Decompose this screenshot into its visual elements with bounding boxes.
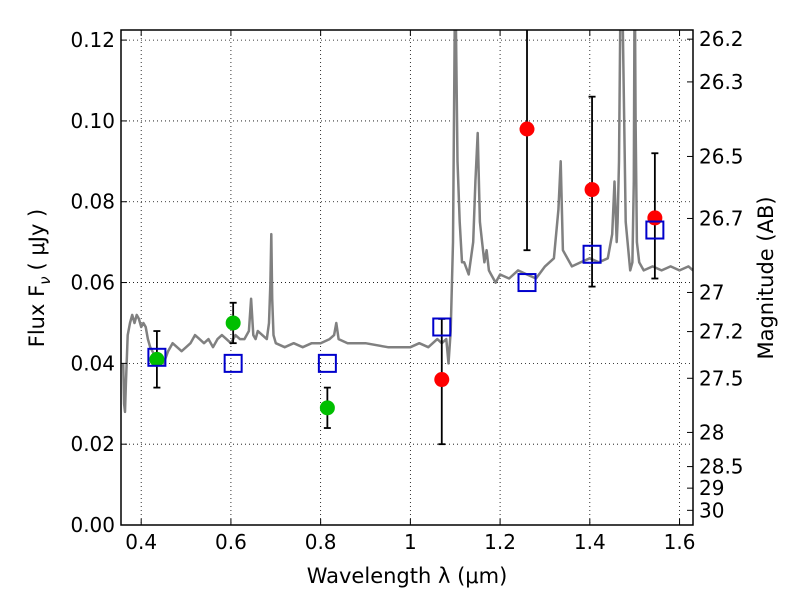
data-point-circle — [319, 400, 335, 416]
mag-tick-label: 26.2 — [699, 27, 744, 51]
x-tick-label: 0.4 — [125, 530, 157, 554]
data-layer — [121, 30, 693, 414]
x-axis-label: Wavelength λ (μm) — [307, 564, 508, 588]
data-point-circle — [647, 210, 663, 226]
x-tick-label: 1.6 — [664, 530, 696, 554]
mag-tick-label: 28.5 — [699, 455, 744, 479]
mag-tick-label: 26.7 — [699, 206, 744, 230]
data-point-square — [645, 220, 665, 240]
spectrum-line — [121, 30, 693, 414]
y-tick-label: 0.08 — [70, 190, 115, 214]
y-axis-label-subscript: ν — [36, 276, 54, 284]
x-tick-label: 0.8 — [305, 530, 337, 554]
y-tick-label: 0.02 — [70, 432, 115, 456]
data-point-circle — [584, 182, 600, 198]
y2-axis-label: Magnitude (AB) — [754, 196, 778, 359]
data-point-square — [582, 244, 602, 264]
plot-frame — [120, 29, 694, 526]
data-point-square — [147, 347, 167, 367]
mag-tick-label: 27.5 — [699, 366, 744, 390]
y-tick-label: 0.00 — [70, 513, 115, 537]
y-tick-label: 0.10 — [70, 109, 115, 133]
y-tick-label: 0.06 — [70, 271, 115, 295]
data-point-square — [223, 353, 243, 373]
data-point-circle — [434, 372, 450, 388]
x-tick-label: 0.6 — [215, 530, 247, 554]
data-point-circle — [149, 351, 165, 367]
y-axis-label-main: Flux F — [25, 285, 49, 347]
y-tick-label: 0.04 — [70, 351, 115, 375]
mag-tick-label: 27 — [699, 280, 724, 304]
marker-layer — [147, 30, 665, 446]
data-point-square — [517, 273, 537, 293]
data-point-circle — [225, 315, 241, 331]
x-tick-label: 1 — [404, 530, 417, 554]
mag-tick-label: 30 — [699, 498, 724, 522]
y-axis-label-unit: ( μJy ) — [25, 209, 49, 271]
x-tick-label: 1.4 — [574, 530, 606, 554]
data-point-circle — [519, 121, 535, 137]
x-tick-label: 1.2 — [484, 530, 516, 554]
axis-layer: 0.4 0.6 0.8 1 1.2 1.4 1.6 0.00 0.02 0.04 0.06 0.08 0… — [70, 27, 743, 554]
data-point-square — [317, 353, 337, 373]
mag-tick-label: 26.3 — [699, 70, 744, 94]
data-point-square — [432, 317, 452, 337]
y-axis-label: Flux Fν ( μJy ) — [25, 209, 54, 348]
mag-tick-label: 29 — [699, 476, 724, 500]
y-tick-label: 0.12 — [70, 28, 115, 52]
mag-tick-label: 26.5 — [699, 144, 744, 168]
mag-tick-label: 28 — [699, 420, 724, 444]
mag-tick-label: 27.2 — [699, 320, 744, 344]
